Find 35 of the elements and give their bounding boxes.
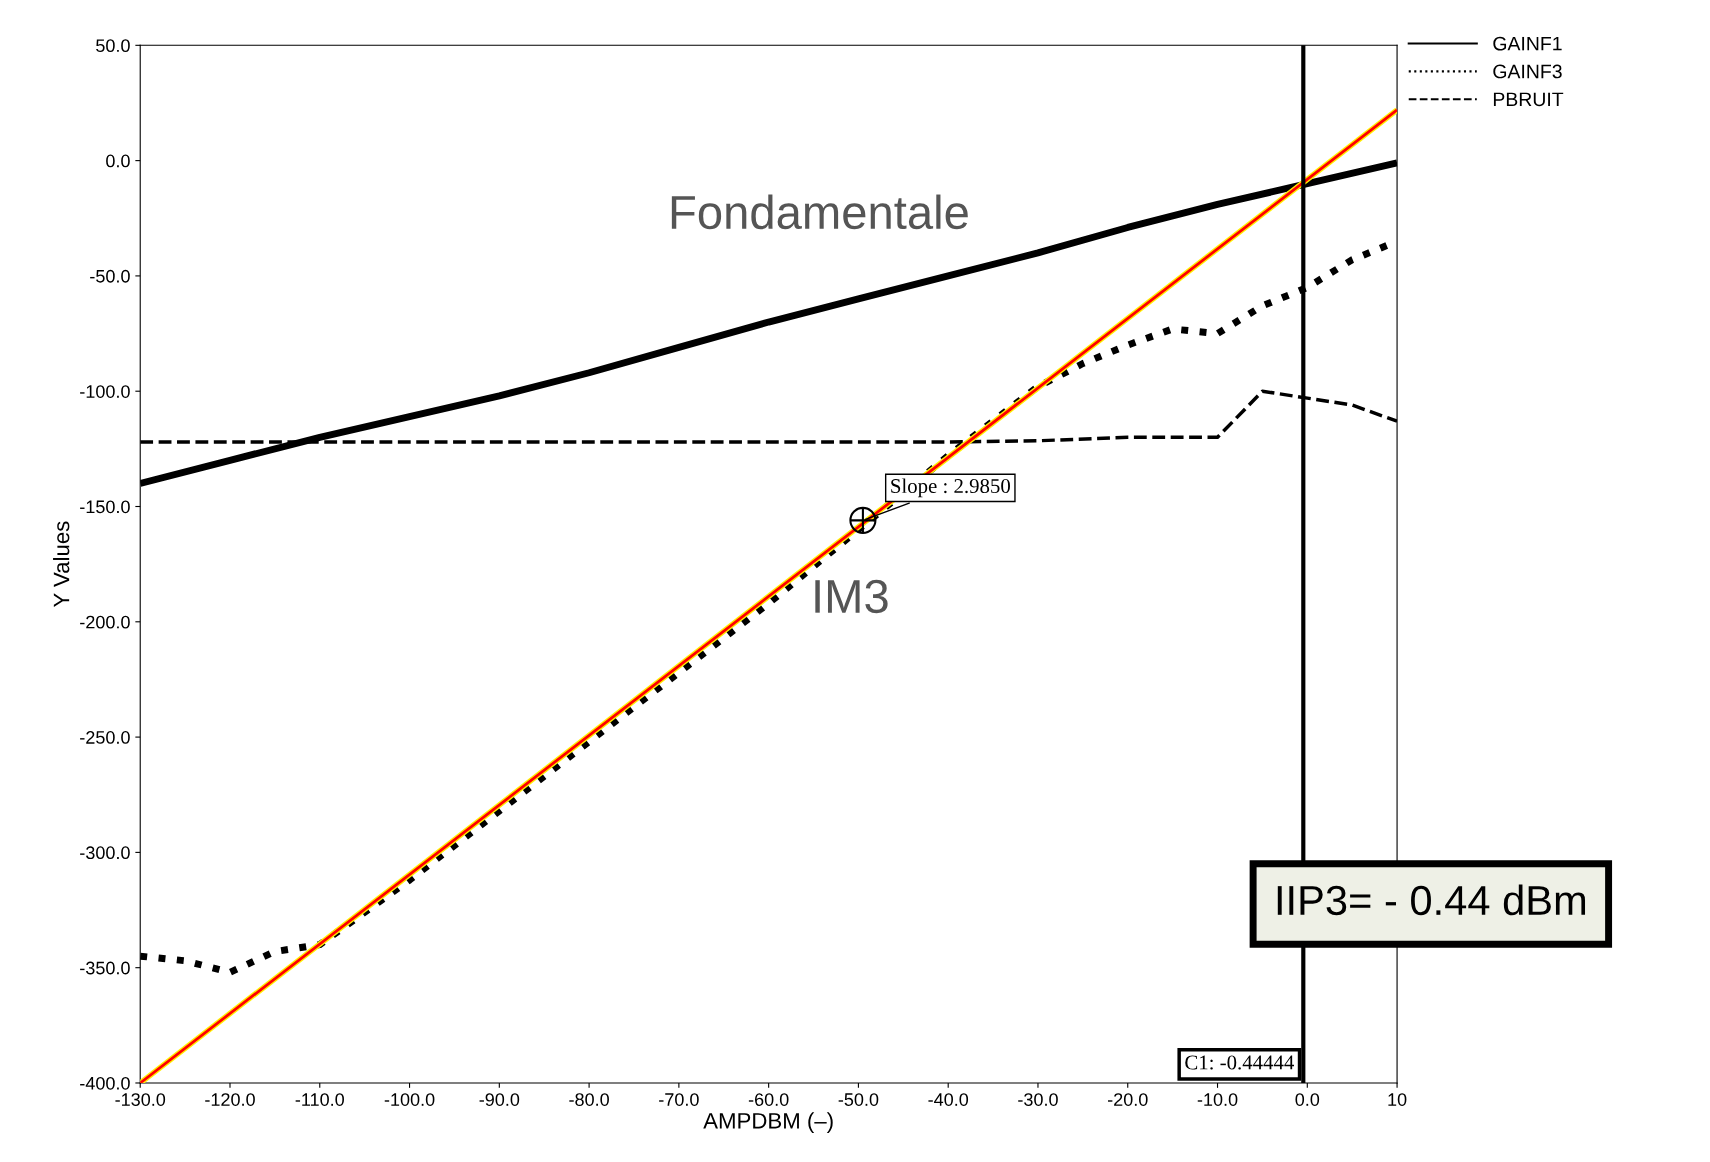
y-tick-label: -350.0 (80, 961, 130, 975)
annotation: IM3 (815, 579, 888, 614)
y-tick-label: 0.0 (106, 154, 130, 168)
y-axis-title: Y Values (53, 521, 70, 608)
x-tick-label: -130.0 (115, 1093, 166, 1106)
x-tick-label: -10.0 (1197, 1093, 1238, 1106)
legend-label: PBRUIT (1493, 92, 1564, 107)
x-tick-label: -120.0 (205, 1093, 255, 1106)
x-tick-label: -20.0 (1107, 1093, 1148, 1106)
x-tick-label: -30.0 (1018, 1093, 1058, 1106)
x-tick-label: -110.0 (295, 1093, 344, 1106)
y-tick-label: -50.0 (90, 269, 130, 283)
y-tick-label: -100.0 (80, 385, 130, 398)
y-tick-label: -400.0 (80, 1076, 130, 1090)
x-tick-label: 0.0 (1295, 1093, 1320, 1106)
annotation: Fondamentale (671, 194, 968, 230)
legend-label: GAINF3 (1493, 64, 1562, 79)
x-tick-label: -80.0 (569, 1093, 609, 1106)
legend-label: GAINF1 (1493, 36, 1562, 51)
x-tick-label: -90.0 (479, 1093, 520, 1106)
annotation: IIP3= - 0.44 dBm (1277, 884, 1586, 916)
x-axis-title: AMPDBM (–) (703, 1112, 833, 1134)
ref-line-label: C1: -0.44444 (1185, 1055, 1294, 1070)
y-tick-label: -150.0 (80, 500, 130, 514)
y-tick-label: 50.0 (96, 39, 130, 53)
x-tick-label: -40.0 (928, 1093, 969, 1106)
annotation: Slope : 2.9850 (891, 478, 1010, 498)
y-tick-label: -200.0 (80, 615, 130, 629)
x-tick-label: 10 (1388, 1093, 1407, 1106)
x-tick-label: -60.0 (748, 1093, 789, 1106)
x-tick-label: -50.0 (838, 1093, 879, 1106)
x-tick-label: -100.0 (384, 1093, 435, 1106)
y-tick-label: -250.0 (80, 731, 130, 744)
x-tick-label: -70.0 (659, 1093, 699, 1106)
y-tick-label: -300.0 (80, 846, 130, 860)
